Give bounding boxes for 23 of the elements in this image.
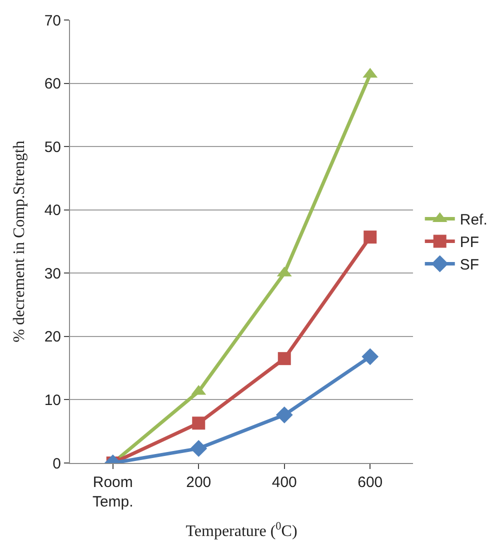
y-tick-label: 70 — [44, 12, 61, 30]
legend-label: Ref. — [460, 212, 488, 229]
point — [278, 352, 291, 366]
y-tick-label: 40 — [44, 202, 61, 220]
y-axis-title: % decrement in Comp.Strength — [11, 140, 28, 342]
x-tick-label: 400 — [272, 474, 297, 491]
y-tick-label: 50 — [44, 138, 61, 156]
point — [362, 348, 379, 366]
point — [364, 230, 377, 244]
x-tick-label: 600 — [358, 474, 383, 491]
point — [192, 416, 206, 430]
point — [276, 406, 293, 424]
point — [190, 440, 208, 457]
legend-label: PF — [460, 234, 480, 252]
y-tick-label: 20 — [44, 328, 61, 346]
y-tick-label: 60 — [44, 76, 61, 93]
y-tick-label: 0 — [52, 455, 61, 472]
x-tick-label: Room Temp. — [92, 474, 134, 510]
y-tick-label: 10 — [44, 392, 61, 409]
legend-label: SF — [460, 256, 480, 274]
y-tick-label: 30 — [44, 265, 61, 282]
x-axis-title: Temperature ($^{0}$C) — [186, 520, 298, 540]
x-tick-label: 200 — [186, 474, 212, 491]
